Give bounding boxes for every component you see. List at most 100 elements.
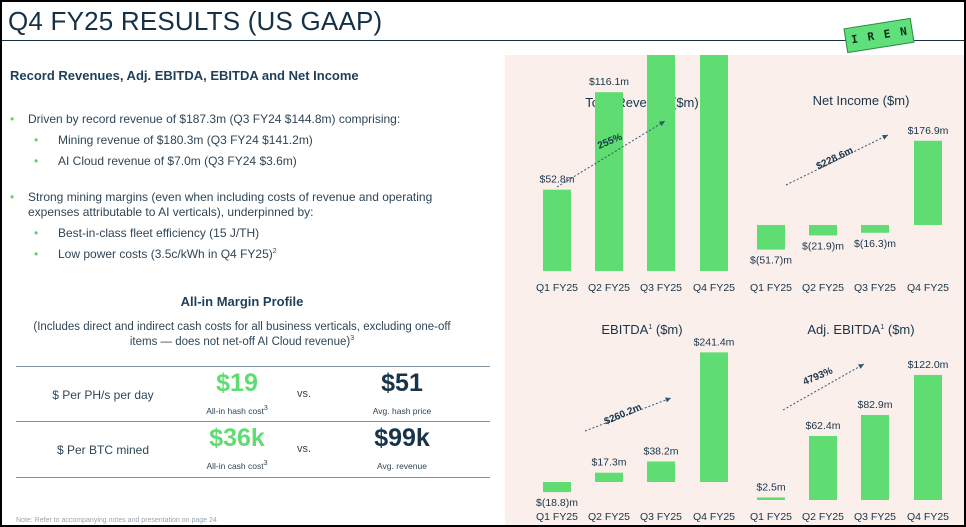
data-label: $(18.8)m (536, 497, 578, 509)
bullet-text: Best-in-class fleet efficiency (15 J/TH) (58, 226, 260, 240)
category-label: Q1 FY25 (750, 282, 792, 294)
chart-bar (914, 374, 942, 500)
data-label: $(16.3)m (854, 238, 896, 250)
chart-bar (914, 140, 942, 225)
category-label: Q2 FY25 (588, 282, 630, 294)
growth-arrow (584, 397, 672, 432)
avg-revenue-value: $99k (374, 424, 430, 452)
data-label: $(51.7)m (750, 255, 792, 267)
category-label: Q4 FY25 (693, 511, 735, 523)
avg-revenue-caption: Avg. revenue (377, 461, 427, 471)
data-label: $2.5m (756, 481, 785, 493)
margin-row-label: $ Per PH/s per day (52, 388, 154, 402)
page-title: Q4 FY25 RESULTS (US GAAP) (8, 6, 383, 36)
category-label: Q2 FY25 (802, 511, 844, 523)
hash-cost-value: $19 (216, 369, 258, 397)
margin-table: $ Per PH/s per day $19 All-in hash cost3… (16, 366, 490, 478)
footnote-marker: 2 (272, 248, 277, 255)
chart-bar (809, 225, 837, 236)
chart-title: EBITDA1 ($m) (601, 322, 682, 337)
chart-title: Net Income ($m) (813, 93, 910, 108)
sub-bullet-item: Low power costs (3.5c/kWh in Q4 FY25)2 (10, 247, 480, 262)
sub-bullet-item: AI Cloud revenue of $7.0m (Q3 FY24 $3.6m… (10, 154, 480, 169)
bullet-text: Strong mining margins (even when includi… (28, 190, 433, 219)
title-divider (2, 40, 964, 41)
category-label: Q1 FY25 (536, 511, 578, 523)
data-label: $52.8m (539, 174, 574, 186)
chart-bar (647, 461, 675, 482)
chart-bar (861, 225, 889, 233)
arrow-head-icon (858, 364, 864, 369)
chart-bar (595, 92, 623, 272)
data-label: $122.0m (908, 359, 949, 371)
growth-arrow (785, 134, 889, 186)
hash-price-caption: Avg. hash price (372, 406, 432, 416)
chart-bar (543, 482, 571, 493)
category-label: Q2 FY25 (588, 511, 630, 523)
chart-bar (757, 497, 785, 500)
arrow-head-icon (659, 121, 665, 127)
growth-label: $260.2m (603, 402, 644, 428)
margin-row: $ Per BTC mined $36k All-in cash cost3 v… (16, 422, 490, 478)
data-label: $38.2m (643, 445, 678, 457)
logo-letter: R (866, 29, 876, 44)
growth-label: $228.6m (815, 145, 855, 172)
data-label: $62.4m (805, 420, 840, 432)
bullet-item: Driven by record revenue of $187.3m (Q3 … (10, 112, 480, 127)
bullet-text: AI Cloud revenue of $7.0m (Q3 FY24 $3.6m… (58, 154, 297, 168)
margin-row-label: $ Per BTC mined (56, 443, 150, 457)
margin-profile-title: All-in Margin Profile (180, 294, 304, 309)
category-label: Q4 FY25 (907, 282, 949, 294)
chart-bar (595, 472, 623, 482)
category-label: Q3 FY25 (640, 511, 682, 523)
chart-title: Adj. EBITDA1 ($m) (807, 322, 914, 337)
vs-label: vs. (296, 443, 312, 455)
data-label: $116.1m (589, 76, 629, 88)
data-label: $241.4m (694, 336, 735, 348)
category-label: Q3 FY25 (640, 282, 682, 294)
sub-bullet-item: Mining revenue of $180.3m (Q3 FY24 $141.… (10, 133, 480, 148)
chart-bar (700, 55, 728, 272)
category-label: Q4 FY25 (693, 282, 735, 294)
data-label: $82.9m (857, 399, 892, 411)
category-label: Q2 FY25 (802, 282, 844, 294)
margin-profile-subtitle: (Includes direct and indirect cash costs… (33, 321, 451, 348)
chart-bar (700, 352, 728, 482)
arrow-head-icon (665, 397, 671, 403)
iren-logo: I R E N (843, 17, 915, 54)
bullet-text: Low power costs (3.5c/kWh in Q4 FY25) (58, 247, 273, 261)
bullet-text: Driven by record revenue of $187.3m (Q3 … (28, 112, 401, 126)
chart-bar (809, 436, 837, 500)
growth-label: 4793% (802, 366, 835, 388)
category-label: Q1 FY25 (750, 511, 792, 523)
arrow-head-icon (882, 135, 888, 140)
category-label: Q4 FY25 (907, 511, 949, 523)
logo-letter: I (850, 32, 859, 47)
growth-arrow (782, 363, 865, 411)
charts-panel: Total Revenue ($m) $52.8m Q1 FY25 $116.1m Q2… (505, 55, 964, 525)
data-label: $17.3m (591, 457, 626, 469)
hash-price-value: $51 (381, 369, 423, 397)
footnote: Note: Refer to accompanying notes and pr… (16, 517, 217, 524)
hash-cost-caption: All-in hash cost3 (206, 405, 268, 416)
chart-bar (543, 189, 571, 271)
bullet-text: Mining revenue of $180.3m (Q3 FY24 $141.… (58, 133, 313, 147)
section-heading: Record Revenues, Adj. EBITDA, EBITDA and… (10, 68, 359, 83)
sub-bullet-item: Best-in-class fleet efficiency (15 J/TH) (10, 226, 480, 241)
data-label: $(21.9)m (802, 240, 844, 252)
chart-bar (757, 225, 785, 250)
category-label: Q3 FY25 (854, 282, 896, 294)
cash-cost-value: $36k (209, 424, 265, 452)
logo-letter: E (882, 27, 892, 42)
vs-label: vs. (296, 388, 312, 400)
cash-cost-caption: All-in cash cost3 (206, 460, 268, 471)
data-label: $176.9m (908, 125, 949, 137)
margin-row: $ Per PH/s per day $19 All-in hash cost3… (16, 366, 490, 422)
category-label: Q1 FY25 (536, 282, 578, 294)
chart-bar (647, 55, 675, 272)
logo-letter: N (899, 24, 908, 39)
chart-bar (861, 415, 889, 500)
bullet-item: Strong mining margins (even when includi… (10, 190, 460, 220)
